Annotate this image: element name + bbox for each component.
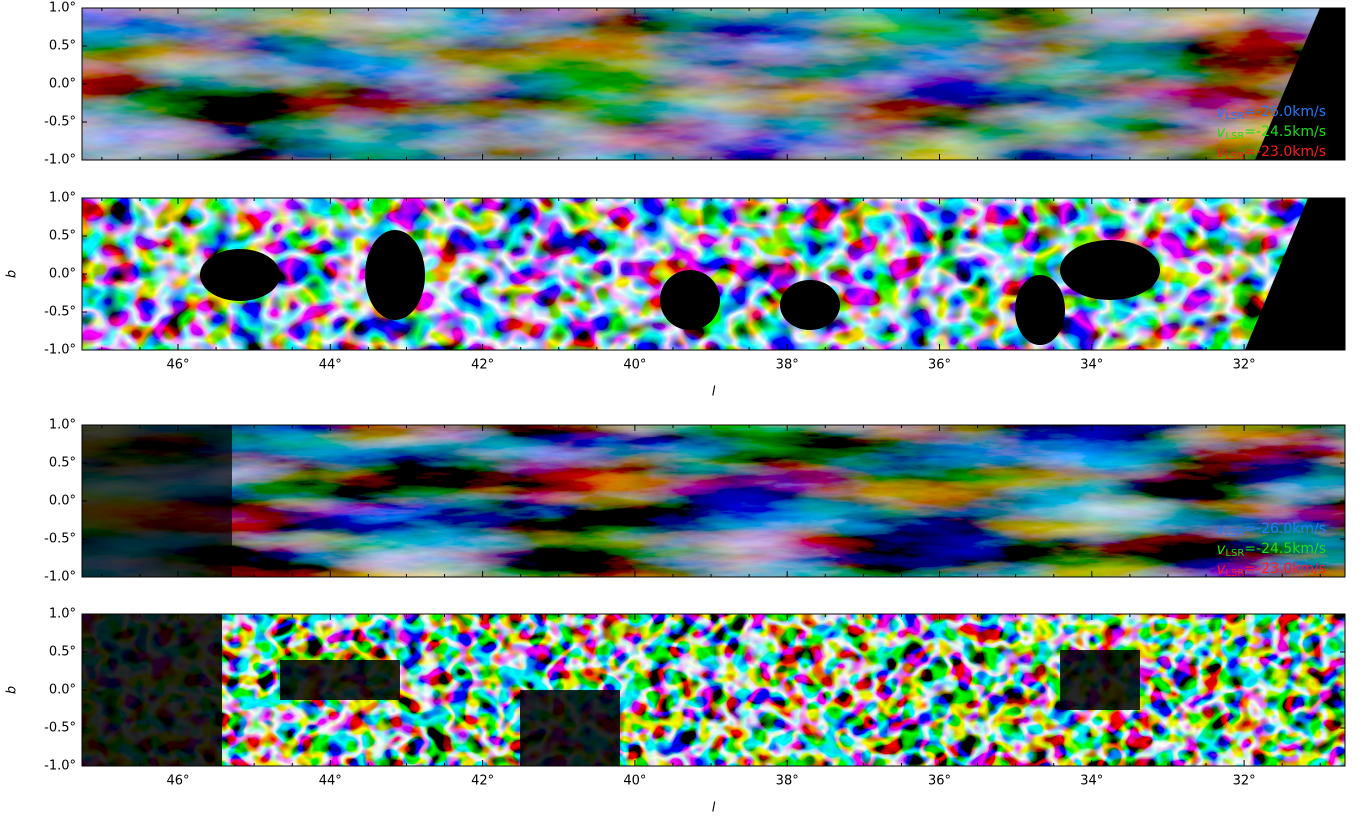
y-tick-label: 0.5° <box>49 456 76 471</box>
y-tick-label: 1.0° <box>49 191 76 206</box>
x-tick-label: 32° <box>1233 774 1256 789</box>
x-tick-label: 38° <box>776 358 799 373</box>
legend-entry: vLSR=-26.0km/s <box>1217 520 1326 540</box>
legend-subscript: LSR <box>1225 111 1244 122</box>
legend-entry: vLSR=-23.0km/s <box>1217 143 1326 163</box>
legend-subscript: LSR <box>1225 131 1244 142</box>
legend-text: =-23.0km/s <box>1244 561 1326 577</box>
y-tick-label: -1.0° <box>44 759 76 774</box>
y-tick-label: 0.0° <box>49 77 76 92</box>
x-tick-label: 46° <box>166 774 189 789</box>
legend-subscript: LSR <box>1225 528 1244 539</box>
y-tick-label: -0.5° <box>44 721 76 736</box>
x-tick-label: 32° <box>1233 358 1256 373</box>
x-tick-label: 42° <box>471 358 494 373</box>
legend-subscript: LSR <box>1225 548 1244 559</box>
y-tick-label: -0.5° <box>44 305 76 320</box>
y-tick-label: 0.5° <box>49 645 76 660</box>
legend-symbol: v <box>1217 560 1227 578</box>
panel-images <box>82 8 1345 766</box>
legend-entry: vLSR=-23.0km/s <box>1217 560 1326 580</box>
legend-symbol: v <box>1217 540 1227 558</box>
x-tick-label: 34° <box>1080 358 1103 373</box>
cloud-image <box>82 8 1345 160</box>
y-tick-label: -1.0° <box>44 570 76 585</box>
legend-subscript: LSR <box>1225 151 1244 162</box>
x-tick-label: 44° <box>319 358 342 373</box>
filament-image <box>82 614 1345 766</box>
y-tick-label: 0.0° <box>49 267 76 282</box>
y-tick-label: 0.5° <box>49 39 76 54</box>
y-axis-label: b <box>5 686 20 694</box>
legend-entry: vLSR=-26.0km/s <box>1217 103 1326 123</box>
legend-symbol: v <box>1217 143 1227 161</box>
mask <box>82 614 1140 766</box>
legend-symbol: v <box>1217 520 1227 538</box>
y-tick-label: 0.0° <box>49 494 76 509</box>
y-tick-label: 1.0° <box>49 607 76 622</box>
y-tick-label: -0.5° <box>44 115 76 130</box>
legend-symbol: v <box>1217 103 1227 121</box>
x-tick-label: 46° <box>166 358 189 373</box>
x-tick-label: 44° <box>319 774 342 789</box>
y-tick-label: -0.5° <box>44 532 76 547</box>
legend-text: =-23.0km/s <box>1244 144 1326 160</box>
legend-subscript: LSR <box>1225 568 1244 579</box>
y-tick-label: 1.0° <box>49 418 76 433</box>
x-axis-label: l <box>712 385 716 400</box>
x-tick-label: 38° <box>776 774 799 789</box>
mask <box>200 198 1345 350</box>
legend-symbol: v <box>1217 123 1227 141</box>
x-tick-label: 34° <box>1080 774 1103 789</box>
x-tick-label: 40° <box>623 358 646 373</box>
x-tick-label: 36° <box>928 774 951 789</box>
y-tick-label: -1.0° <box>44 343 76 358</box>
x-tick-label: 36° <box>928 358 951 373</box>
x-axis-label: l <box>712 801 716 816</box>
legend-text: =-26.0km/s <box>1244 104 1326 120</box>
x-tick-label: 40° <box>623 774 646 789</box>
mask <box>82 425 232 577</box>
x-tick-label: 42° <box>471 774 494 789</box>
y-tick-label: 0.5° <box>49 229 76 244</box>
legend-entry: vLSR=-24.5km/s <box>1217 123 1326 143</box>
legend-entry: vLSR=-24.5km/s <box>1217 540 1326 560</box>
legend-text: =-26.0km/s <box>1244 521 1326 537</box>
y-tick-label: 1.0° <box>49 1 76 16</box>
mask <box>1255 8 1345 160</box>
cloud-image <box>82 425 1345 577</box>
y-axis-label: b <box>5 270 20 278</box>
y-tick-label: 0.0° <box>49 683 76 698</box>
y-tick-label: -1.0° <box>44 153 76 168</box>
legend-text: =-24.5km/s <box>1244 541 1326 557</box>
legend-text: =-24.5km/s <box>1244 124 1326 140</box>
